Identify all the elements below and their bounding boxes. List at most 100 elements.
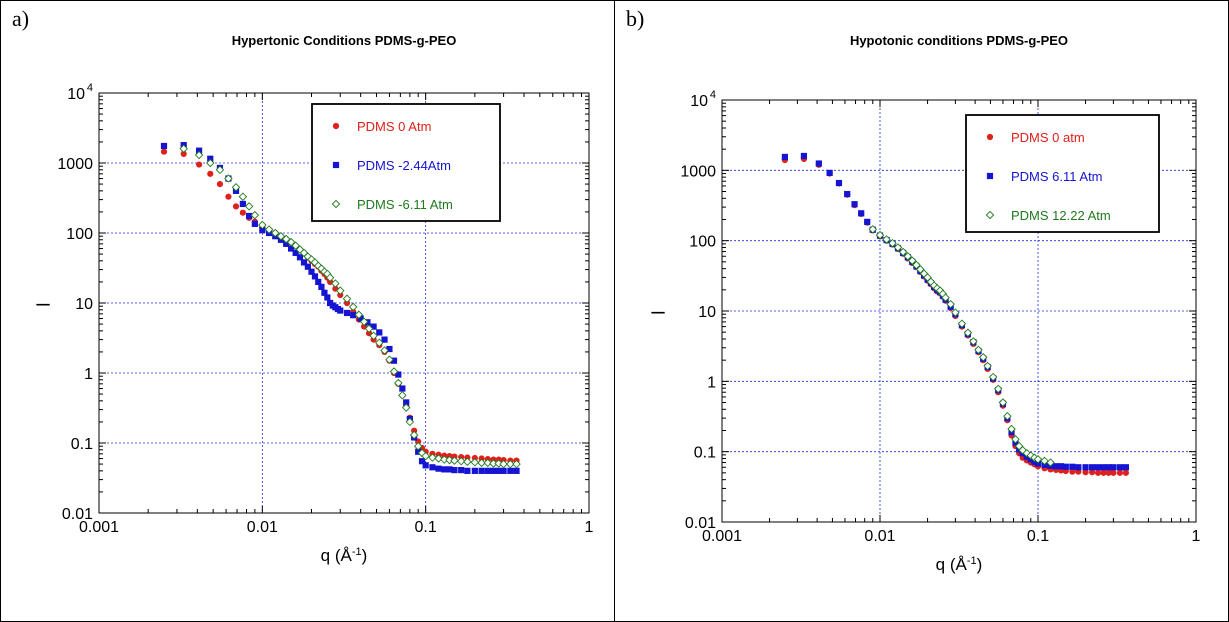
data-point — [951, 308, 960, 317]
data-point — [435, 465, 442, 472]
data-point — [916, 265, 925, 274]
data-point — [281, 234, 291, 244]
plot-frame — [98, 92, 590, 514]
data-point — [506, 459, 515, 469]
data-point — [495, 467, 502, 474]
y-axis-label: – — [651, 298, 665, 325]
data-point — [331, 279, 340, 288]
data-point — [450, 456, 459, 465]
data-point — [376, 329, 383, 336]
data-point — [499, 459, 508, 469]
data-point — [494, 459, 503, 468]
data-point — [993, 384, 1003, 394]
data-point — [194, 150, 204, 160]
data-point — [296, 254, 304, 261]
x-tick-label: 1 — [1192, 528, 1201, 545]
x-axis-label-suffix: ) — [362, 546, 368, 565]
panel-a-label: a) — [12, 6, 30, 31]
legend-box — [965, 114, 1160, 233]
data-point — [364, 324, 374, 333]
x-axis-label: q (Å-1) — [321, 546, 368, 565]
data-point — [308, 268, 315, 275]
data-point — [411, 427, 418, 434]
x-tick-label: 0.001 — [702, 528, 742, 545]
data-point — [513, 467, 520, 474]
data-point — [1105, 469, 1112, 476]
data-point — [835, 179, 843, 187]
data-point — [291, 241, 300, 250]
data-point — [415, 448, 422, 455]
x-tick-label: 0.01 — [247, 519, 278, 536]
data-point — [440, 455, 449, 464]
data-point — [422, 462, 429, 469]
data-point — [1110, 464, 1117, 471]
y-tick-label: 1 — [707, 374, 716, 391]
data-point — [405, 417, 415, 427]
gridlines — [722, 100, 1196, 522]
x-axis-label-main: q (Å — [321, 546, 353, 565]
data-point — [337, 307, 344, 314]
data-point — [325, 273, 335, 282]
data-point — [421, 451, 430, 461]
data-point — [264, 225, 274, 234]
data-point — [343, 299, 351, 307]
legend-box — [311, 103, 501, 222]
data-point — [271, 228, 280, 238]
data-point — [369, 331, 378, 341]
data-point — [231, 183, 241, 192]
data-point — [258, 220, 267, 230]
data-point — [399, 385, 406, 392]
data-point — [359, 317, 369, 326]
panel-b: b) Hypotonic conditions PDMS-g-PEO 0.001 0… — [614, 0, 1229, 622]
x-tick-label: 0.001 — [79, 519, 119, 536]
data-point — [898, 247, 908, 257]
data-point — [239, 200, 246, 208]
data-point — [418, 458, 426, 465]
data-point — [324, 294, 331, 301]
data-point — [903, 252, 913, 261]
data-point — [483, 458, 493, 468]
legend-marker — [332, 161, 340, 169]
data-point — [244, 202, 254, 211]
y-tick-label: 0.01 — [62, 506, 93, 523]
data-point — [978, 353, 988, 362]
data-point — [206, 158, 215, 168]
data-point — [512, 459, 521, 469]
legend-label: PDMS 6.11 Atm — [1011, 169, 1103, 184]
data-point — [456, 456, 466, 466]
panel-b-label: b) — [626, 6, 645, 31]
y-tick-label: 0.1 — [71, 436, 93, 453]
data-point — [304, 263, 311, 270]
legend-marker — [985, 210, 995, 220]
data-point — [389, 367, 399, 376]
data-point — [988, 372, 998, 382]
data-point — [957, 319, 967, 328]
data-point — [394, 378, 403, 388]
data-point — [1089, 464, 1096, 471]
data-point — [490, 467, 497, 474]
data-point — [238, 192, 248, 201]
data-point — [478, 455, 485, 462]
data-point — [1116, 469, 1124, 476]
data-point — [893, 243, 903, 252]
x-axis-label: q (Å-1) — [936, 555, 983, 574]
data-point — [974, 345, 983, 355]
data-point — [342, 294, 352, 303]
y-tick-label: 10 — [698, 304, 716, 321]
chart-title: Hypertonic Conditions PDMS-g-PEO — [232, 33, 457, 48]
chart-title: Hypotonic conditions PDMS-g-PEO — [850, 33, 1068, 48]
data-point — [337, 291, 344, 299]
y-axis-label: – — [36, 290, 50, 317]
data-point — [941, 293, 950, 302]
x-tick-label: 0.1 — [1027, 528, 1049, 545]
y-tick-label: 1 — [84, 366, 93, 383]
data-point — [446, 466, 453, 473]
series-3 — [868, 225, 1055, 467]
data-point — [403, 399, 410, 406]
legend-label: PDMS -2.44Atm — [357, 158, 451, 173]
data-point — [195, 147, 203, 154]
data-point — [375, 338, 384, 348]
data-point — [321, 289, 328, 296]
y-tick-label: 100 — [689, 234, 716, 251]
